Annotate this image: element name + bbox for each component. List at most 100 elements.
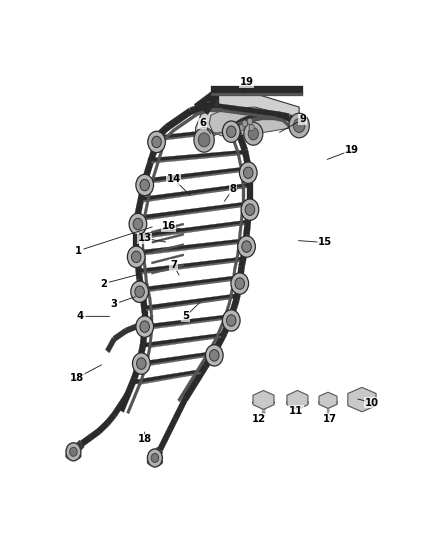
Polygon shape	[145, 347, 151, 365]
Circle shape	[209, 350, 219, 361]
Polygon shape	[133, 379, 142, 398]
Text: 19: 19	[240, 77, 254, 87]
Text: 16: 16	[162, 221, 176, 231]
Polygon shape	[106, 337, 116, 353]
Text: 1: 1	[75, 246, 82, 256]
Polygon shape	[197, 108, 211, 116]
Polygon shape	[125, 322, 142, 334]
Polygon shape	[287, 115, 297, 126]
Polygon shape	[148, 336, 221, 348]
Ellipse shape	[66, 452, 81, 459]
Polygon shape	[185, 112, 198, 124]
Ellipse shape	[147, 458, 162, 466]
Polygon shape	[213, 331, 227, 351]
Polygon shape	[141, 216, 146, 233]
Circle shape	[223, 310, 240, 331]
Circle shape	[244, 167, 253, 179]
Circle shape	[140, 179, 149, 191]
Polygon shape	[151, 264, 184, 274]
Ellipse shape	[318, 400, 337, 405]
Polygon shape	[188, 367, 200, 385]
Polygon shape	[145, 333, 225, 347]
Polygon shape	[147, 147, 158, 166]
Circle shape	[194, 127, 214, 152]
Polygon shape	[141, 351, 215, 366]
Polygon shape	[140, 223, 245, 239]
Polygon shape	[226, 123, 238, 132]
Polygon shape	[113, 328, 127, 342]
Polygon shape	[177, 384, 190, 402]
Polygon shape	[143, 265, 148, 282]
Polygon shape	[145, 281, 151, 298]
Circle shape	[293, 118, 305, 133]
Circle shape	[127, 246, 145, 268]
Polygon shape	[97, 421, 109, 434]
Polygon shape	[233, 253, 240, 270]
Polygon shape	[348, 387, 376, 412]
Polygon shape	[249, 117, 261, 122]
Circle shape	[131, 281, 148, 302]
Text: 17: 17	[323, 414, 337, 424]
Polygon shape	[147, 183, 153, 200]
Polygon shape	[203, 347, 219, 368]
Text: 10: 10	[365, 398, 379, 408]
Circle shape	[129, 213, 147, 235]
Polygon shape	[89, 429, 100, 440]
Circle shape	[137, 358, 146, 369]
Polygon shape	[173, 121, 186, 132]
Circle shape	[131, 251, 141, 263]
Circle shape	[248, 127, 258, 140]
Circle shape	[242, 241, 251, 252]
Polygon shape	[145, 354, 211, 366]
Polygon shape	[133, 230, 139, 247]
Polygon shape	[231, 125, 242, 139]
Polygon shape	[253, 391, 274, 409]
Polygon shape	[254, 111, 267, 121]
Polygon shape	[213, 92, 219, 107]
Polygon shape	[148, 331, 153, 348]
Polygon shape	[216, 318, 226, 336]
Polygon shape	[238, 250, 248, 268]
Polygon shape	[136, 238, 247, 255]
Polygon shape	[218, 109, 277, 119]
Circle shape	[238, 236, 255, 257]
Polygon shape	[204, 103, 216, 111]
Polygon shape	[232, 138, 239, 154]
Circle shape	[235, 278, 244, 289]
Polygon shape	[262, 402, 265, 416]
Polygon shape	[196, 95, 299, 144]
Polygon shape	[237, 266, 244, 284]
Text: 4: 4	[77, 311, 84, 321]
Polygon shape	[146, 170, 245, 184]
Polygon shape	[138, 180, 148, 198]
Polygon shape	[143, 186, 247, 202]
Text: 14: 14	[166, 174, 181, 184]
Polygon shape	[211, 108, 223, 111]
Polygon shape	[240, 169, 244, 185]
Polygon shape	[223, 302, 231, 319]
Polygon shape	[150, 314, 153, 331]
Polygon shape	[118, 393, 131, 413]
Circle shape	[205, 345, 223, 366]
Polygon shape	[137, 279, 146, 297]
Polygon shape	[141, 260, 240, 274]
Text: 19: 19	[345, 145, 359, 155]
Circle shape	[135, 286, 145, 297]
Circle shape	[242, 120, 247, 127]
Polygon shape	[138, 372, 201, 385]
Text: 3: 3	[111, 299, 117, 309]
Text: 11: 11	[289, 406, 303, 416]
Polygon shape	[106, 413, 116, 425]
Polygon shape	[272, 117, 283, 122]
Polygon shape	[140, 328, 148, 345]
Polygon shape	[165, 116, 180, 131]
Polygon shape	[222, 314, 234, 334]
Polygon shape	[140, 241, 243, 256]
Circle shape	[241, 199, 259, 220]
Circle shape	[244, 122, 263, 145]
Text: 13: 13	[138, 233, 152, 244]
Polygon shape	[132, 360, 142, 379]
Circle shape	[148, 131, 166, 152]
Circle shape	[198, 133, 210, 147]
Polygon shape	[242, 149, 251, 167]
